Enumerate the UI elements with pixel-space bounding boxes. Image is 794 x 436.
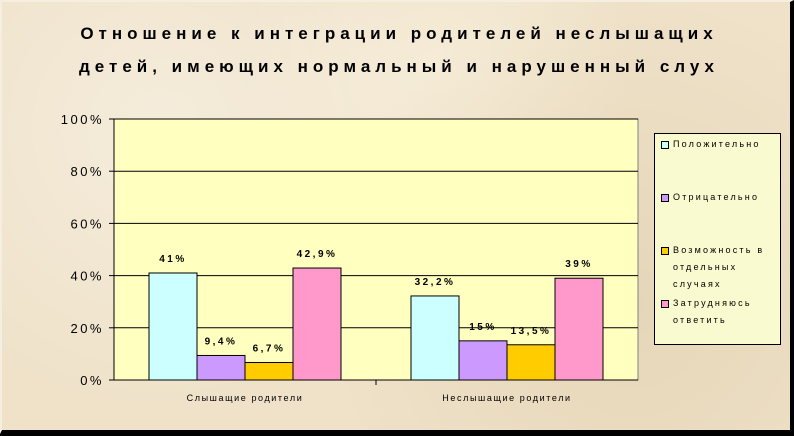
bar-0-0 bbox=[148, 272, 198, 381]
data-label-1-0: 9,4% bbox=[205, 336, 238, 347]
bar-3-1 bbox=[554, 277, 604, 381]
bar-1-1 bbox=[458, 340, 508, 381]
legend-swatch-possible bbox=[661, 247, 669, 255]
y-tick-label: 100% bbox=[61, 112, 104, 127]
y-tick-label: 0% bbox=[80, 373, 104, 388]
y-tick-label: 40% bbox=[70, 269, 104, 284]
bar-0-1 bbox=[410, 295, 460, 381]
data-label-0-1: 32,2% bbox=[415, 277, 456, 288]
legend-label-negative: Отрицательно bbox=[673, 192, 760, 202]
legend-label-positive: Положительно bbox=[673, 139, 761, 149]
legend-swatch-negative bbox=[661, 194, 669, 202]
y-tick-label: 20% bbox=[70, 321, 104, 336]
chart-title-line-2: детей, имеющих нормальный и нарушенный с… bbox=[78, 57, 719, 76]
x-category-label: Слышащие родители bbox=[187, 393, 304, 403]
y-tick-label: 60% bbox=[70, 216, 104, 231]
data-label-2-0: 6,7% bbox=[253, 344, 286, 355]
data-label-3-0: 42,9% bbox=[297, 249, 338, 260]
bar-3-0 bbox=[292, 267, 342, 381]
data-label-3-1: 39% bbox=[565, 259, 593, 270]
x-category-label: Неслышащие родители bbox=[442, 393, 571, 403]
legend-label-undecided: Затрудняюсь ответить bbox=[673, 298, 752, 325]
legend-swatch-positive bbox=[661, 141, 669, 149]
plot-area bbox=[113, 118, 639, 381]
legend: Положительно Отрицательно Возможность в … bbox=[654, 133, 781, 345]
bar-2-0 bbox=[244, 362, 294, 381]
data-label-1-1: 15% bbox=[469, 322, 497, 333]
bar-1-0 bbox=[196, 354, 246, 381]
data-label-2-1: 13,5% bbox=[511, 326, 552, 337]
legend-label-possible: Возможность в отдельных случаях bbox=[673, 245, 765, 289]
y-tick-label: 80% bbox=[70, 164, 104, 179]
data-label-0-0: 41% bbox=[159, 254, 187, 265]
chart-title-line-1: Отношение к интеграции родителей неслыша… bbox=[80, 24, 718, 43]
bar-2-1 bbox=[506, 344, 556, 381]
legend-swatch-undecided bbox=[661, 300, 669, 308]
